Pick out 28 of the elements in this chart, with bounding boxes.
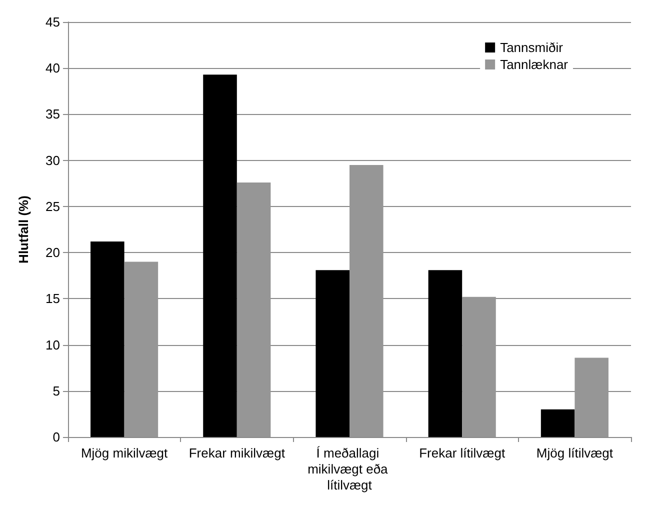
x-tick-label: Mjög mikilvægt xyxy=(80,446,168,460)
bar xyxy=(90,241,124,437)
bar xyxy=(350,164,384,437)
x-tick-label: Frekar mikilvægt xyxy=(188,446,286,460)
legend-label: Tannlæknar xyxy=(500,57,569,72)
y-tick-label: 25 xyxy=(46,198,60,214)
y-tick-label: 20 xyxy=(46,245,60,260)
y-tick-label: 45 xyxy=(46,14,60,30)
y-tick-label: 5 xyxy=(52,383,60,398)
y-tick-label: 30 xyxy=(46,152,60,168)
y-tick-label: 40 xyxy=(46,60,60,76)
bar xyxy=(124,262,158,437)
bar xyxy=(316,270,350,437)
bar xyxy=(540,409,575,437)
y-tick-label: 35 xyxy=(46,106,60,122)
bar xyxy=(236,182,271,437)
x-tick-label: Mjög lítilvægt xyxy=(536,446,614,460)
bar xyxy=(574,358,608,437)
y-tick-label: 10 xyxy=(46,337,60,352)
x-tick-label: Í meðallagi mikilvægt eða lítilvægt xyxy=(308,446,392,492)
legend-label: Tannsmiðir xyxy=(500,40,564,55)
y-tick-label: 0 xyxy=(52,430,60,444)
y-axis-title: Hlutfall (%) xyxy=(16,196,31,264)
bar xyxy=(428,270,462,437)
bar xyxy=(203,74,237,437)
y-tick-label: 15 xyxy=(46,291,60,306)
x-tick-label: Frekar lítilvægt xyxy=(419,446,506,460)
bar xyxy=(462,296,496,437)
